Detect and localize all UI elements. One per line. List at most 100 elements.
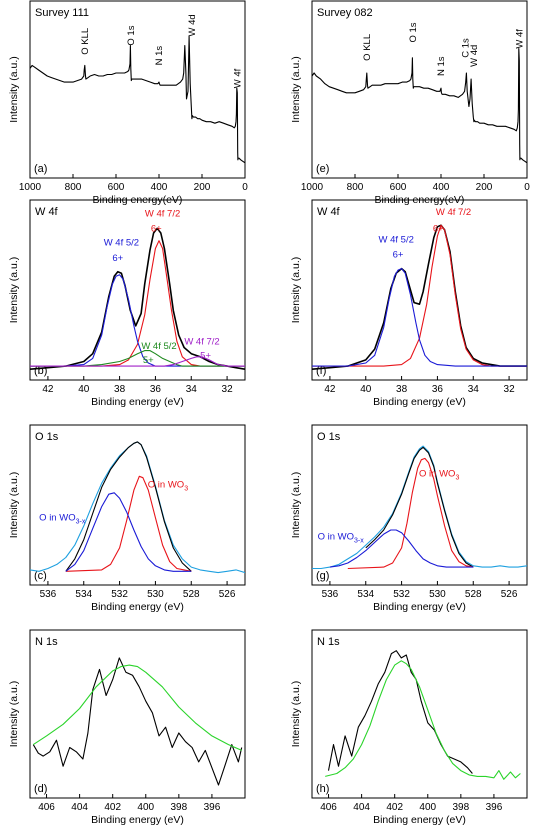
peak-label: O 1s [408, 22, 419, 42]
series-group [312, 48, 527, 164]
panel-title: Survey 111 [35, 7, 89, 19]
x-tick-label: 200 [194, 182, 211, 193]
plot-frame [29, 629, 246, 799]
panel-title: Survey 082 [317, 7, 373, 19]
plot-frame [29, 0, 246, 179]
y-axis-label: Intensity (a.u.) [290, 681, 302, 748]
peak-label: W 4d [469, 45, 480, 67]
x-tick-label: 40 [360, 384, 372, 395]
series-line-black [327, 650, 473, 774]
series-line-black [32, 657, 243, 786]
panel-title: N 1s [317, 636, 340, 648]
x-axis-label: Binding energy (eV) [91, 601, 184, 613]
panel-label: (d) [34, 783, 47, 795]
x-tick-label: 398 [171, 802, 188, 813]
x-tick-label: 1000 [301, 182, 324, 193]
peak-label-subscript: 3-x [76, 518, 86, 525]
x-tick-label: 32 [222, 384, 234, 395]
panel-label: (c) [34, 570, 47, 582]
x-tick-label: 406 [38, 802, 55, 813]
panel-label: (b) [34, 365, 47, 377]
panel-title: O 1s [317, 431, 341, 443]
peak-label: O in WO3 [148, 479, 188, 492]
peak-label: 6+ [151, 223, 162, 234]
series-line-black [312, 224, 527, 370]
series-line-red [65, 475, 192, 572]
panel-label: (a) [34, 163, 47, 175]
panel-title: N 1s [35, 636, 58, 648]
peak-label: W 4f [232, 68, 243, 88]
peak-label: O KLL [80, 28, 91, 55]
peak-label: W 4f 5/2 [379, 234, 414, 245]
chart-panel-n1s_111: 406 404 402 400 398 396 Binding energy (eV) Int… [8, 629, 246, 826]
panel-label: (f) [316, 365, 326, 377]
peak-label: O in WO3 [419, 468, 459, 481]
x-tick-label: 32 [504, 384, 516, 395]
peak-label: O in WO3-x [39, 512, 86, 525]
panel-title: W 4f [35, 206, 59, 218]
panel-title: O 1s [35, 431, 59, 443]
x-tick-label: 36 [432, 384, 444, 395]
panel-label: (h) [316, 783, 329, 795]
series-line-black [30, 227, 245, 370]
peak-label: 6+ [112, 253, 123, 264]
y-axis-label: Intensity (a.u.) [290, 472, 302, 539]
plot-frame [311, 199, 528, 381]
series-line-cyan [30, 441, 245, 574]
x-tick-label: 396 [204, 802, 221, 813]
peak-label: N 1s [436, 56, 447, 76]
series-line-red [30, 240, 245, 367]
x-tick-label: 400 [151, 182, 168, 193]
x-tick-label: 534 [75, 589, 92, 600]
series-group [312, 445, 527, 570]
x-tick-label: 38 [114, 384, 126, 395]
x-tick-label: 404 [71, 802, 88, 813]
series-line-lime [32, 664, 242, 751]
x-tick-label: 0 [242, 182, 248, 193]
series-line-black [30, 35, 245, 164]
x-tick-label: 526 [219, 589, 236, 600]
peak-label: W 4f 7/2 [184, 336, 219, 347]
series-line-blue [312, 268, 527, 367]
y-axis-label: Intensity (a.u.) [290, 257, 302, 324]
x-tick-label: 400 [433, 182, 450, 193]
chart-panel-o1s_111: 536 534 532 530 528 526 Binding energy (eV) Int… [8, 424, 246, 613]
x-tick-label: 526 [501, 589, 518, 600]
plot-frame [29, 424, 246, 586]
x-tick-label: 38 [396, 384, 408, 395]
x-tick-label: 34 [186, 384, 198, 395]
x-tick-label: 400 [419, 802, 436, 813]
peak-label: 6+ [433, 223, 444, 234]
x-tick-label: 800 [65, 182, 82, 193]
x-tick-label: 600 [390, 182, 407, 193]
y-axis-label: Intensity (a.u.) [8, 681, 20, 748]
peak-label: 6+ [393, 250, 404, 261]
series-group [325, 650, 521, 780]
x-axis-label: Binding energy (eV) [91, 396, 184, 408]
chart-panel-w4f_082: 42 40 38 36 34 32 Binding energy (eV) Intensity… [290, 199, 528, 408]
x-tick-label: 528 [183, 589, 200, 600]
x-tick-label: 402 [386, 802, 403, 813]
series-line-blue [65, 492, 192, 572]
x-tick-label: 532 [393, 589, 410, 600]
x-tick-label: 536 [40, 589, 57, 600]
x-tick-label: 530 [429, 589, 446, 600]
peak-label: 5+ [143, 355, 154, 366]
x-tick-label: 406 [320, 802, 337, 813]
y-axis-label: Intensity (a.u.) [290, 56, 302, 123]
series-line-red [312, 224, 527, 367]
x-tick-label: 404 [353, 802, 370, 813]
series-group [30, 227, 245, 370]
plot-frame [29, 199, 246, 381]
y-axis-label: Intensity (a.u.) [8, 56, 20, 123]
peak-label: W 4f 5/2 [141, 341, 176, 352]
series-line-lime [325, 660, 521, 780]
x-tick-label: 1000 [19, 182, 42, 193]
x-tick-label: 532 [111, 589, 128, 600]
panel-title: W 4f [317, 206, 341, 218]
x-axis-label: Binding energy (eV) [373, 814, 466, 826]
series-line-purple [30, 356, 245, 367]
series-group [30, 441, 245, 574]
